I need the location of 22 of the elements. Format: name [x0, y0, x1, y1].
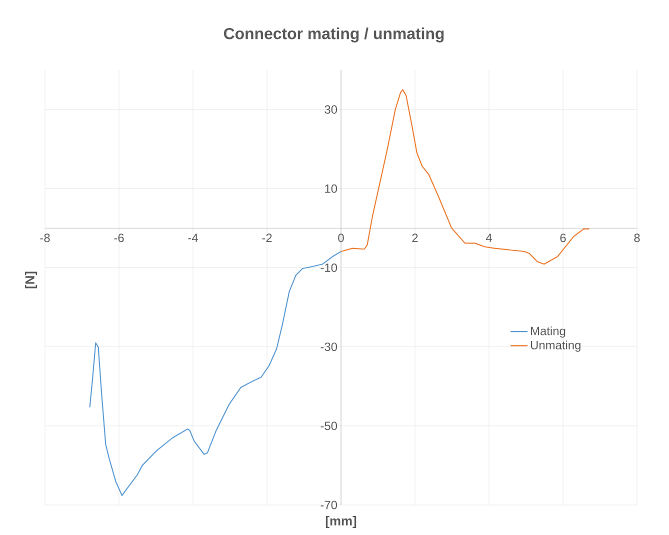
y-tick-label: 10 — [325, 184, 338, 193]
legend-label: Unmating — [530, 340, 580, 352]
x-tick-label: 2 — [412, 234, 418, 242]
x-tick-label: 0 — [338, 234, 344, 242]
line-series — [89, 250, 342, 496]
y-tick-label: -70 — [320, 500, 338, 510]
x-tick-label: -2 — [262, 234, 272, 242]
x-tick-label: 4 — [486, 234, 492, 242]
x-tick-label: 8 — [634, 234, 640, 242]
x-tick-label: -8 — [40, 234, 50, 242]
x-tick-label: -4 — [188, 234, 198, 242]
x-axis-title: [mm] — [326, 516, 356, 528]
x-tick-label: 6 — [560, 234, 566, 242]
y-tick-label: -10 — [320, 263, 338, 272]
x-tick-label: -6 — [114, 234, 124, 242]
y-tick-label: -50 — [320, 422, 338, 430]
chart-title: Connector mating / unmating — [224, 28, 444, 42]
line-series — [340, 89, 590, 265]
y-tick-label: -30 — [320, 342, 338, 352]
legend-label: Mating — [531, 326, 566, 338]
y-tick-label: 30 — [324, 105, 338, 114]
y-axis-title: [N] — [24, 272, 38, 288]
